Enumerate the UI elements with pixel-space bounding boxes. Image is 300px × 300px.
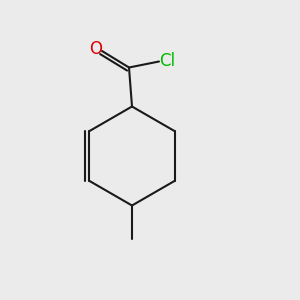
Text: O: O (89, 40, 102, 58)
Text: Cl: Cl (159, 52, 176, 70)
